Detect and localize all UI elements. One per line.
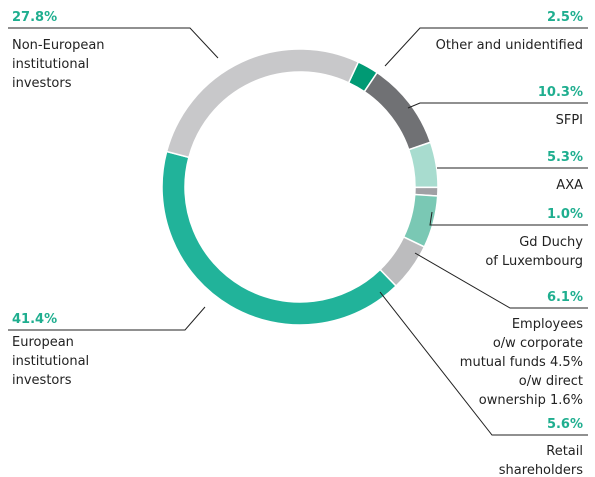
value-label: 6.1% [546, 290, 583, 305]
category-label: Other and unidentified [435, 38, 583, 53]
value-label: 1.0% [546, 207, 583, 222]
slice [161, 150, 398, 326]
value-label: 10.3% [537, 85, 583, 100]
leader-line [414, 252, 588, 309]
leader-line [407, 102, 588, 109]
leader-line [8, 306, 206, 331]
category-label: Employees o/w corporate mutual funds 4.5… [459, 317, 583, 408]
leader-line [379, 291, 588, 436]
value-label: 5.3% [546, 150, 583, 165]
category-label: Gd Duchy of Luxembourg [485, 235, 583, 269]
value-label: 27.8% [12, 10, 58, 25]
category-label: Non-European institutional investors [12, 38, 105, 91]
value-label: 5.6% [546, 417, 583, 432]
category-label: AXA [556, 178, 583, 193]
slice [165, 48, 360, 159]
category-label: SFPI [555, 113, 583, 128]
leader-line [8, 27, 219, 59]
leader-line [384, 27, 588, 67]
category-label: European institutional investors [12, 335, 90, 388]
leader-line [429, 211, 588, 226]
value-label: 41.4% [12, 312, 58, 327]
category-label: Retail shareholders [498, 444, 583, 477]
value-label: 2.5% [546, 10, 583, 25]
